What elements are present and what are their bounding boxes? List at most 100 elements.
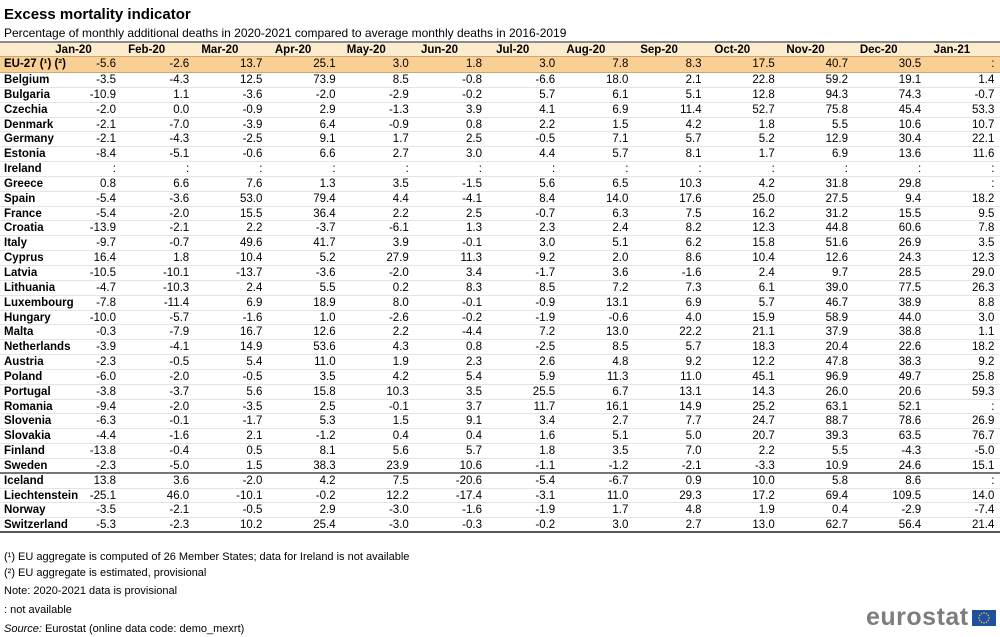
table-cell: -7.8 (96, 296, 116, 309)
table-cell: -3.5 (96, 74, 116, 86)
row-label: Switzerland (4, 519, 68, 532)
table-cell: 29.3 (679, 489, 702, 502)
table-cell: -3.3 (754, 459, 775, 472)
table-cell: 11.0 (314, 356, 336, 369)
table-cell: -2.0 (388, 266, 409, 279)
flag-star (987, 619, 989, 621)
table-cell: 15.5 (898, 207, 922, 220)
table-cell: 36.4 (313, 207, 336, 220)
table-cell: 40.7 (825, 58, 848, 70)
row-label: Latvia (4, 266, 38, 279)
table-cell: -3.7 (169, 385, 190, 398)
table-cell: 19.1 (898, 74, 922, 86)
table-cell: 94.3 (825, 88, 848, 101)
table-cell: -3.5 (96, 504, 116, 517)
table-cell: : (625, 163, 629, 176)
table-cell: -4.3 (169, 133, 190, 146)
header-row: Jan-20 Feb-20 Mar-20 Apr-20 May-20 Jun-20 Jul-… (0, 41, 1000, 57)
table-cell: -0.9 (242, 103, 263, 116)
table-row: Czechia -2.0 0.0 -0.9 2.9 -1.3 3.9 4.1 6.9 11.4 52… (0, 103, 1000, 118)
column-header: Jan-20 (55, 44, 92, 56)
table-cell: 12.6 (313, 326, 336, 339)
table-cell: 7.6 (246, 177, 263, 190)
table-cell: 2.6 (539, 356, 556, 369)
table-cell: 1.8 (173, 252, 190, 265)
table-cell: -1.6 (462, 504, 482, 517)
row-label: Iceland (4, 474, 44, 487)
table-cell: 1.4 (978, 74, 995, 86)
table-cell: 38.3 (898, 356, 922, 369)
table-row: Switzerland -5.3 -2.3 10.2 25.4 -3.0 -0.3 -0.2 3… (0, 518, 1000, 534)
table-row: Croatia -13.9 -2.1 2.2 -3.7 -6.1 1.3 2.3 2.4 8.2 1… (0, 221, 1000, 237)
table-row: Liechtenstein -25.1 46.0 -10.1 -0.2 12.2 -17.4… (0, 489, 1000, 504)
table-cell: 3.7 (466, 400, 482, 413)
table-cell: 12.2 (386, 489, 409, 502)
table-cell: 11.6 (972, 148, 995, 161)
table-cell: 4.2 (392, 370, 409, 383)
table-cell: 2.2 (392, 207, 409, 220)
table-cell: -0.5 (535, 133, 556, 146)
table-cell: -0.3 (96, 326, 116, 339)
table-cell: -2.1 (169, 504, 190, 517)
flag-star (980, 621, 982, 623)
table-cell: 6.5 (612, 177, 629, 190)
table-cell: 13.7 (240, 58, 263, 70)
table-cell: -13.8 (89, 445, 116, 458)
table-cell: -0.1 (462, 237, 482, 250)
table-cell: 22.2 (679, 326, 702, 339)
table-row: Norway -3.5 -2.1 -0.5 2.9 -3.0 -1.6 -1.9 1.7 4.8 1… (0, 503, 1000, 519)
table-cell: 3.0 (539, 237, 556, 250)
table-cell: 7.5 (685, 207, 702, 220)
table-cell: 15.8 (752, 237, 775, 250)
table-cell: 11.0 (680, 370, 702, 383)
table-cell: -3.6 (242, 88, 263, 101)
table-cell: 21.4 (972, 519, 995, 532)
table-cell: 1.9 (758, 504, 775, 517)
table-cell: 14.9 (240, 341, 263, 354)
table-cell: -1.7 (242, 415, 263, 428)
table-cell: -0.5 (242, 370, 263, 383)
table-cell: 4.0 (685, 311, 702, 324)
table-row: Ireland::::::::::::: (0, 162, 1000, 177)
table-cell: 44.8 (825, 222, 848, 235)
table-cell: 2.4 (246, 281, 263, 294)
table-cell: 1.7 (758, 148, 775, 161)
table-cell: 30.4 (898, 133, 922, 146)
table-cell: : (844, 163, 848, 176)
table-cell: 4.2 (685, 118, 702, 131)
table-cell: 5.6 (246, 385, 263, 398)
table-cell: 75.8 (825, 103, 848, 116)
table-cell: 3.0 (466, 148, 482, 161)
table-cell: 25.1 (313, 58, 336, 70)
table-cell: -0.5 (242, 504, 263, 517)
table-cell: -0.9 (535, 296, 556, 309)
table-cell: 51.6 (825, 237, 848, 250)
table-cell: 11.4 (680, 103, 702, 116)
table-cell: 13.8 (93, 474, 116, 487)
table-cell: 62.7 (825, 519, 848, 532)
table-cell: -5.3 (96, 519, 116, 532)
table-row: Hungary -10.0 -5.7 -1.6 1.0 -2.6 -0.2 -1.9 -0.6 4… (0, 311, 1000, 326)
table-cell: -4.1 (169, 341, 190, 354)
table-cell: 6.9 (246, 296, 263, 309)
table-cell: -7.0 (169, 118, 190, 131)
table-cell: 3.5 (978, 237, 995, 250)
table-cell: 6.1 (612, 88, 629, 101)
table-cell: 4.2 (758, 177, 775, 190)
table-cell: -2.6 (169, 58, 190, 70)
table-cell: -1.9 (535, 311, 556, 324)
table-cell: 12.3 (972, 252, 995, 265)
table-cell: -1.3 (388, 103, 409, 116)
table-row: France -5.4 -2.0 15.5 36.4 2.2 2.5 -0.7 6.3 7.5 16… (0, 207, 1000, 222)
table-cell: 7.8 (978, 222, 995, 235)
table-cell: 9.2 (685, 356, 702, 369)
table-cell: 5.5 (832, 118, 848, 131)
table-cell: -5.1 (169, 148, 190, 161)
table-cell: -0.2 (315, 489, 336, 502)
table-cell: 13.0 (752, 519, 775, 532)
table-cell: 13.0 (606, 326, 629, 339)
row-label: Italy (4, 237, 28, 250)
table-cell: 1.5 (612, 118, 629, 131)
table-cell: -13.9 (89, 222, 116, 235)
table-cell: -5.7 (169, 311, 190, 324)
